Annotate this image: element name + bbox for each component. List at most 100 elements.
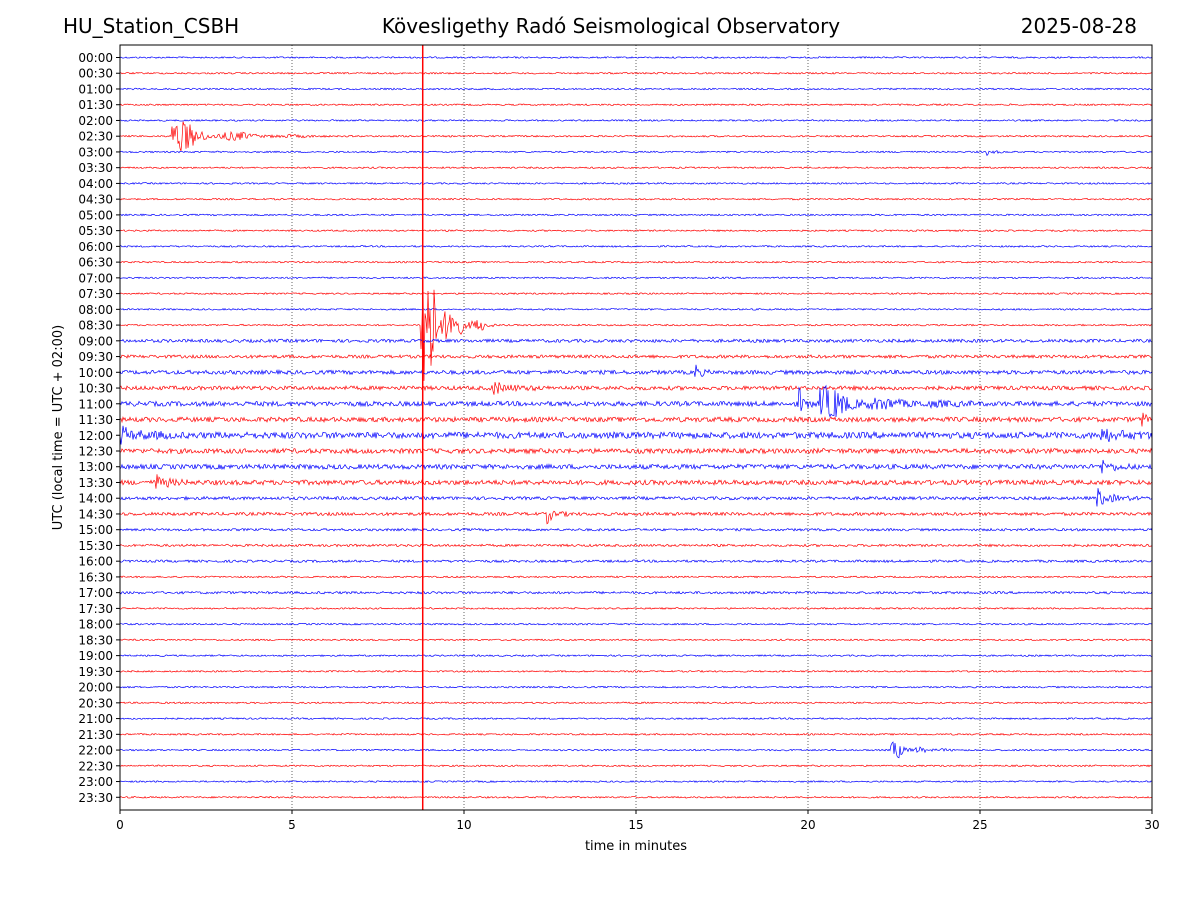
trace-1830 <box>119 638 1153 642</box>
y-tick-label: 18:00 <box>78 618 113 632</box>
grid-lines <box>291 45 981 810</box>
trace-2000 <box>119 685 1153 689</box>
trace-1730 <box>119 607 1153 610</box>
y-tick-label: 19:00 <box>78 649 113 663</box>
y-tick-label: 16:30 <box>78 570 113 584</box>
trace-0730 <box>119 292 1153 295</box>
trace-0130 <box>119 103 1153 107</box>
y-tick-label: 12:00 <box>78 429 113 443</box>
y-tick-label: 03:30 <box>78 161 113 175</box>
y-tick-label: 02:30 <box>78 130 113 144</box>
trace-1630 <box>119 575 1153 579</box>
trace-0630 <box>119 260 1153 264</box>
x-axis-ticks: 0 5 10 15 20 25 30 <box>116 810 1160 832</box>
x-tick-label: 30 <box>1144 818 1159 832</box>
trace-0300 <box>119 150 1153 157</box>
y-tick-label: 09:00 <box>78 334 113 348</box>
trace-1000 <box>119 364 1153 378</box>
y-tick-label: 14:00 <box>78 492 113 506</box>
y-tick-label: 15:30 <box>78 539 113 553</box>
trace-1430 <box>119 510 1153 525</box>
trace-0500 <box>119 213 1153 217</box>
y-tick-label: 08:30 <box>78 319 113 333</box>
station-name: HU_Station_CSBH <box>63 14 240 38</box>
trace-0400 <box>119 182 1153 185</box>
trace-1230 <box>119 447 1153 455</box>
trace-2300 <box>119 780 1153 783</box>
trace-1900 <box>119 654 1153 658</box>
trace-1930 <box>119 669 1153 673</box>
trace-1330 <box>119 474 1153 489</box>
y-tick-label: 21:30 <box>78 728 113 742</box>
y-tick-label: 12:30 <box>78 445 113 459</box>
trace-0930 <box>119 353 1153 360</box>
y-tick-label: 08:00 <box>78 303 113 317</box>
y-tick-label: 00:00 <box>78 51 113 65</box>
y-tick-label: 11:30 <box>78 413 113 427</box>
trace-0200 <box>119 119 1153 122</box>
trace-0600 <box>119 245 1153 248</box>
trace-2200 <box>119 741 1153 759</box>
x-tick-label: 25 <box>972 818 987 832</box>
trace-0000 <box>119 56 1153 59</box>
x-axis-label: time in minutes <box>585 839 687 854</box>
y-tick-label: 06:00 <box>78 240 113 254</box>
y-tick-label: 22:00 <box>78 744 113 758</box>
trace-1600 <box>119 559 1153 564</box>
trace-1030 <box>119 382 1153 395</box>
x-tick-label: 20 <box>800 818 815 832</box>
y-tick-label: 21:00 <box>78 712 113 726</box>
chart-title: Kövesligethy Radó Seismological Observat… <box>381 14 841 38</box>
y-tick-label: 17:00 <box>78 586 113 600</box>
y-tick-label: 10:30 <box>78 382 113 396</box>
y-tick-label: 18:30 <box>78 633 113 647</box>
y-tick-label: 00:30 <box>78 67 113 81</box>
trace-1130 <box>119 412 1153 427</box>
x-tick-label: 10 <box>456 818 471 832</box>
trace-1800 <box>119 622 1153 626</box>
y-tick-label: 22:30 <box>78 759 113 773</box>
trace-2330 <box>119 795 1153 799</box>
x-tick-label: 0 <box>116 818 124 832</box>
y-tick-label: 01:30 <box>78 98 113 112</box>
y-tick-label: 04:30 <box>78 193 113 207</box>
y-tick-label: 05:30 <box>78 224 113 238</box>
trace-2100 <box>119 717 1153 720</box>
trace-1400 <box>119 488 1153 507</box>
y-tick-label: 20:00 <box>78 681 113 695</box>
trace-0330 <box>119 166 1153 170</box>
trace-0430 <box>119 197 1153 201</box>
y-tick-label: 23:00 <box>78 775 113 789</box>
y-tick-label: 09:30 <box>78 350 113 364</box>
trace-1200 <box>119 425 1153 445</box>
trace-2130 <box>119 732 1153 736</box>
y-tick-label: 11:00 <box>78 397 113 411</box>
trace-1530 <box>119 543 1153 548</box>
y-tick-label: 19:30 <box>78 665 113 679</box>
y-tick-label: 02:00 <box>78 114 113 128</box>
y-tick-label: 15:00 <box>78 523 113 537</box>
y-tick-label: 04:00 <box>78 177 113 191</box>
trace-group <box>119 56 1153 799</box>
y-tick-label: 16:00 <box>78 555 113 569</box>
record-date: 2025-08-28 <box>1020 14 1137 38</box>
trace-1100 <box>119 384 1153 418</box>
y-tick-label: 23:30 <box>78 791 113 805</box>
y-tick-label: 14:30 <box>78 507 113 521</box>
y-axis-label: UTC (local time = UTC + 02:00) <box>51 325 66 530</box>
x-tick-label: 15 <box>628 818 643 832</box>
trace-0030 <box>119 71 1153 75</box>
y-tick-label: 13:30 <box>78 476 113 490</box>
trace-0900 <box>119 338 1153 344</box>
trace-0800 <box>119 307 1153 311</box>
y-tick-label: 10:00 <box>78 366 113 380</box>
trace-2030 <box>119 701 1153 705</box>
trace-1300 <box>119 459 1153 474</box>
trace-1700 <box>119 590 1153 595</box>
x-tick-label: 5 <box>288 818 296 832</box>
y-tick-label: 07:00 <box>78 271 113 285</box>
trace-0230 <box>119 121 1153 152</box>
trace-0100 <box>119 87 1153 91</box>
y-tick-label: 17:30 <box>78 602 113 616</box>
